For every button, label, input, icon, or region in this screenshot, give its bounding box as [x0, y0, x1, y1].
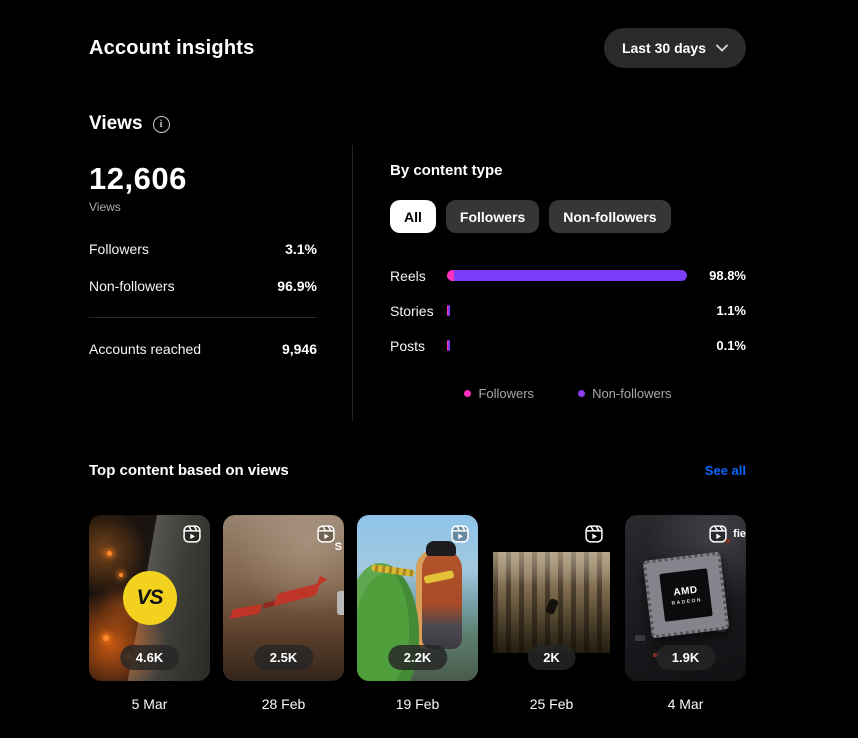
- card-date: 25 Feb: [529, 696, 574, 712]
- see-all-link[interactable]: See all: [704, 463, 746, 478]
- views-count-pill: 2.5K: [253, 645, 314, 670]
- non-followers-dot-icon: [578, 390, 586, 397]
- card-date: 4 Mar: [667, 696, 704, 712]
- views-total-label: Views: [89, 200, 121, 214]
- tab-followers[interactable]: Followers: [445, 200, 540, 233]
- content-type-tabs: All Followers Non-followers: [390, 200, 746, 233]
- followers-stat-row: Followers 3.1%: [89, 241, 317, 257]
- spaceship-shape: [229, 604, 263, 619]
- chevron-down-icon: [716, 44, 728, 52]
- tab-non-followers[interactable]: Non-followers: [549, 200, 671, 233]
- bar-legend: Followers Non-followers: [390, 386, 746, 401]
- views-count-pill: 2K: [527, 645, 576, 670]
- city-haze: [493, 552, 610, 586]
- accounts-reached-label: Accounts reached: [89, 341, 202, 357]
- reels-bar: [447, 270, 688, 281]
- reels-label: Reels: [390, 267, 426, 284]
- top-content-header: Top content based on views See all: [89, 462, 746, 479]
- reel-thumbnail-vs[interactable]: VS 4.6K: [89, 515, 210, 681]
- stories-value: 1.1%: [716, 303, 746, 318]
- legend-followers: Followers: [464, 386, 534, 401]
- posts-bar: [447, 340, 450, 351]
- followers-label: Followers: [89, 241, 149, 257]
- reels-icon: [585, 525, 603, 543]
- reels-bar-row: Reels 98.8%: [390, 258, 746, 293]
- reels-icon: [709, 525, 727, 543]
- thumbnail-detail: [337, 591, 344, 615]
- reel-thumbnail-city[interactable]: 2K: [491, 515, 612, 681]
- non-followers-label: Non-followers: [89, 278, 175, 294]
- thumbnail-text-fragment: S: [334, 541, 342, 553]
- vertical-divider: [352, 145, 353, 421]
- card-date: 28 Feb: [261, 696, 306, 712]
- views-count-pill: 4.6K: [119, 645, 180, 670]
- reels-icon: [451, 525, 469, 543]
- posts-label: Posts: [390, 337, 426, 354]
- cap-shape: [426, 541, 456, 556]
- reel-thumbnail-ships[interactable]: S 2.5K: [223, 515, 344, 681]
- content-card: AMD RADEON fie 1.9K 4 Mar: [625, 515, 746, 712]
- horizontal-divider: [89, 317, 317, 318]
- top-content-title: Top content based on views: [89, 462, 289, 479]
- page-title: Account insights: [89, 36, 255, 59]
- thumbnail-text-fragment: fie: [733, 528, 746, 540]
- legend-non-followers: Non-followers: [578, 386, 672, 401]
- card-date: 19 Feb: [395, 696, 440, 712]
- views-section-header: Views i: [89, 113, 170, 135]
- posts-bar-row: Posts 0.1%: [390, 328, 746, 363]
- reel-thumbnail-characters[interactable]: 2.2K: [357, 515, 478, 681]
- content-card: 2K 25 Feb: [491, 515, 612, 712]
- reels-icon: [317, 525, 335, 543]
- non-followers-stat-row: Non-followers 96.9%: [89, 278, 317, 294]
- hotdog-character-shape: [416, 549, 462, 649]
- followers-dot-icon: [464, 390, 472, 397]
- tab-all[interactable]: All: [390, 200, 436, 233]
- stories-bar-row: Stories 1.1%: [390, 293, 746, 328]
- reels-value: 98.8%: [709, 268, 746, 283]
- date-range-label: Last 30 days: [621, 40, 706, 56]
- vs-badge: VS: [122, 571, 177, 625]
- views-summary-panel: 12,606 Views Followers 3.1% Non-follower…: [89, 162, 317, 357]
- views-section-title: Views: [89, 113, 143, 134]
- reels-icon: [183, 525, 201, 543]
- amd-logo-text: AMD: [672, 583, 698, 598]
- views-count-pill: 2.2K: [387, 645, 448, 670]
- stories-bar: [447, 305, 450, 316]
- amd-chip-shape: AMD RADEON: [642, 551, 729, 639]
- reel-thumbnail-amd-chip[interactable]: AMD RADEON fie 1.9K: [625, 515, 746, 681]
- content-card: 2.2K 19 Feb: [357, 515, 478, 712]
- spaceship-shape: [273, 582, 321, 607]
- posts-value: 0.1%: [716, 338, 746, 353]
- views-count-pill: 1.9K: [655, 645, 716, 670]
- views-total: 12,606: [89, 161, 187, 196]
- info-icon[interactable]: i: [152, 115, 170, 133]
- accounts-reached-value: 9,946: [281, 341, 317, 357]
- card-date: 5 Mar: [131, 696, 168, 712]
- top-content-cards: VS 4.6K 5 Mar S: [89, 515, 746, 712]
- content-type-title: By content type: [390, 162, 503, 179]
- stories-label: Stories: [390, 302, 434, 319]
- non-followers-value: 96.9%: [277, 278, 317, 294]
- date-range-button[interactable]: Last 30 days: [603, 28, 746, 68]
- header: Account insights Last 30 days: [89, 28, 746, 68]
- followers-value: 3.1%: [285, 241, 317, 257]
- content-type-panel: By content type All Followers Non-follow…: [390, 162, 746, 401]
- content-type-bars: Reels 98.8% Stories 1.1% Posts 0.1%: [390, 258, 746, 363]
- content-card: VS 4.6K 5 Mar: [89, 515, 210, 712]
- accounts-reached-row: Accounts reached 9,946: [89, 341, 317, 357]
- content-card: S 2.5K 28 Feb: [223, 515, 344, 712]
